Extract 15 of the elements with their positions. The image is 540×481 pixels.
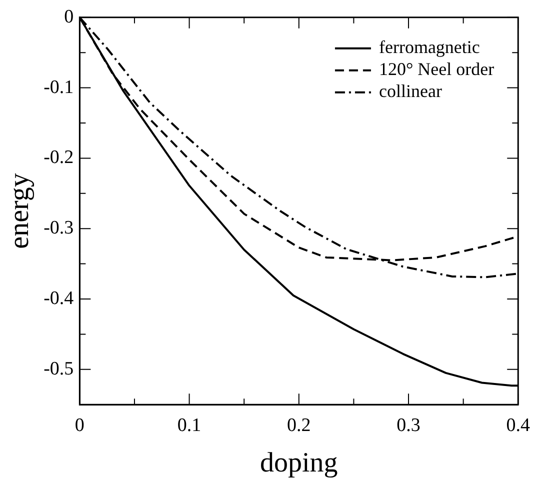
y-tick-label: -0.5 <box>44 358 74 380</box>
x-tick-label: 0.4 <box>506 414 530 436</box>
y-axis-title: energy <box>4 173 36 249</box>
legend-label: collinear <box>378 81 442 102</box>
y-tick-label: -0.4 <box>44 288 74 309</box>
y-tick-label: -0.3 <box>44 218 74 239</box>
y-tick-label: -0.2 <box>44 147 74 168</box>
x-tick-label: 0.1 <box>177 414 202 436</box>
y-tick-label: -0.1 <box>44 76 74 98</box>
x-tick-label: 0.2 <box>287 414 311 436</box>
legend-label: 120° Neel order <box>378 59 494 80</box>
legend-label: ferromagnetic <box>378 37 480 58</box>
x-axis-title: doping <box>260 448 338 479</box>
y-tick-label: 0 <box>64 6 74 28</box>
x-tick-label: 0.3 <box>396 414 420 436</box>
